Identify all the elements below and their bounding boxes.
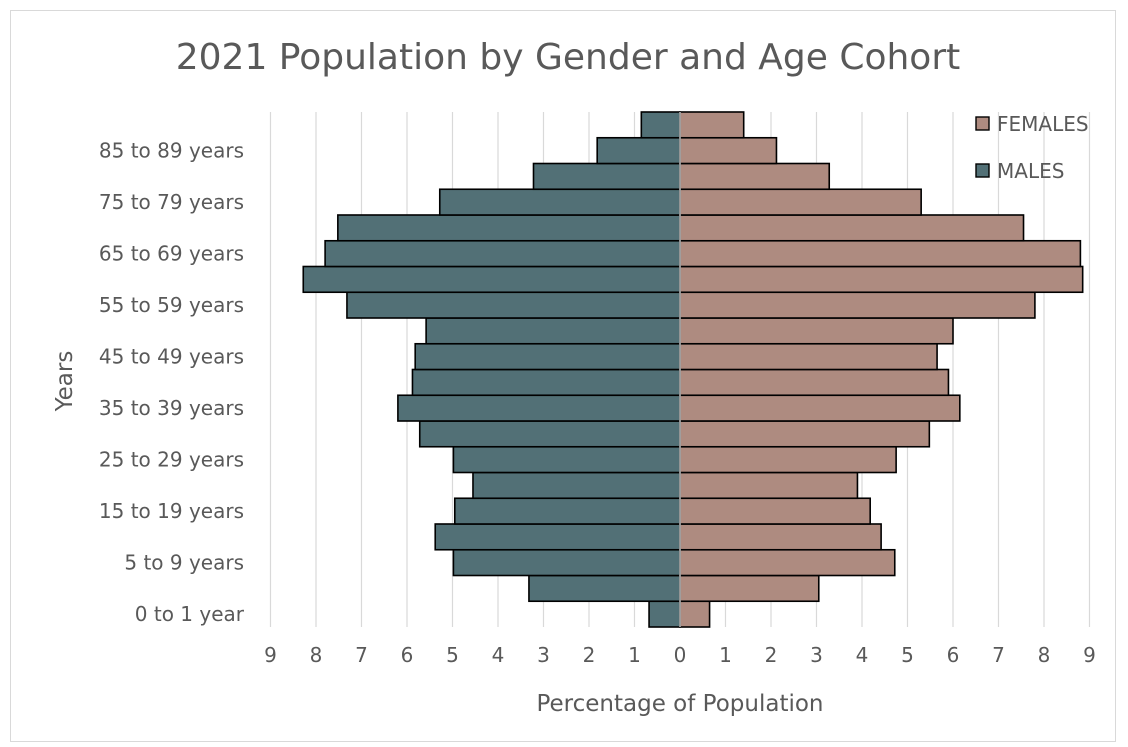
y-tick-label: 25 to 29 years bbox=[99, 448, 244, 472]
x-tick-label: 4 bbox=[492, 643, 505, 667]
bar-males bbox=[425, 317, 681, 345]
chart-title: 2021 Population by Gender and Age Cohort bbox=[176, 37, 961, 78]
legend-swatch bbox=[975, 163, 990, 178]
population-pyramid-chart: 9 8 7 6 5 4 3 2 1 0 1 2 3 4 5 6 7 8 9 0 to 1 year 5 to 9 yea… bbox=[52, 37, 1096, 717]
bar-males bbox=[453, 497, 681, 525]
bar-females bbox=[679, 239, 1082, 268]
x-tick-label: 1 bbox=[628, 643, 641, 667]
bar-males bbox=[452, 445, 681, 474]
x-tick-label: 8 bbox=[1038, 643, 1051, 667]
x-axis-title: Percentage of Population bbox=[536, 691, 823, 717]
bar-males bbox=[324, 239, 681, 268]
bar-females bbox=[679, 214, 1025, 242]
x-tick-label: 7 bbox=[355, 643, 368, 667]
chart-frame: 9 8 7 6 5 4 3 2 1 0 1 2 3 4 5 6 7 8 9 0 to 1 year 5 to 9 yea… bbox=[10, 10, 1116, 742]
bar-females bbox=[679, 368, 950, 397]
bar-females bbox=[679, 394, 961, 422]
x-tick-label: 9 bbox=[1083, 643, 1096, 667]
y-tick-label: 75 to 79 years bbox=[99, 190, 244, 214]
x-tick-label: 3 bbox=[537, 643, 550, 667]
legend: FEMALES MALES bbox=[975, 112, 1089, 183]
bar-females bbox=[679, 136, 778, 165]
bar-females bbox=[679, 111, 745, 139]
bar-males bbox=[434, 523, 681, 551]
x-tick-label: 4 bbox=[856, 643, 869, 667]
x-tick-label: 0 bbox=[674, 643, 687, 667]
bar-males bbox=[438, 188, 681, 216]
bar-males bbox=[418, 420, 681, 448]
y-tick-label: 0 to 1 year bbox=[135, 602, 245, 626]
y-tick-label: 65 to 69 years bbox=[99, 242, 244, 266]
y-tick-label: 15 to 19 years bbox=[99, 499, 244, 523]
x-tick-label: 2 bbox=[765, 643, 778, 667]
bar-males bbox=[528, 574, 681, 603]
bar-females bbox=[679, 574, 820, 603]
bar-females bbox=[679, 471, 859, 500]
bar-females bbox=[679, 291, 1036, 319]
bar-females bbox=[679, 548, 896, 577]
legend-swatch bbox=[975, 116, 990, 131]
legend-label: FEMALES bbox=[997, 112, 1089, 136]
bar-females bbox=[679, 162, 831, 191]
bar-males bbox=[346, 291, 681, 319]
x-tick-label: 6 bbox=[401, 643, 414, 667]
bar-females bbox=[679, 497, 871, 525]
bar-females bbox=[679, 600, 711, 628]
bar-females bbox=[679, 420, 931, 448]
bar-males bbox=[472, 471, 681, 500]
axis-layer: 9 8 7 6 5 4 3 2 1 0 1 2 3 4 5 6 7 8 9 0 to 1 year 5 to 9 yea… bbox=[99, 112, 1096, 667]
bar-females bbox=[679, 188, 922, 216]
x-tick-label: 7 bbox=[992, 643, 1005, 667]
x-tick-label: 8 bbox=[310, 643, 323, 667]
bar-males bbox=[648, 600, 681, 628]
bar-females bbox=[679, 445, 897, 474]
y-tick-label: 35 to 39 years bbox=[99, 396, 244, 420]
bar-males bbox=[337, 214, 681, 242]
bar-females bbox=[679, 265, 1084, 294]
x-tick-label: 6 bbox=[947, 643, 960, 667]
bar-males bbox=[411, 368, 681, 397]
bar-males bbox=[596, 136, 681, 165]
x-tick-label: 2 bbox=[583, 643, 596, 667]
bar-males bbox=[302, 265, 681, 294]
legend-label: MALES bbox=[997, 159, 1064, 183]
y-tick-label: 45 to 49 years bbox=[99, 345, 244, 369]
bar-males bbox=[414, 342, 681, 371]
bar-males bbox=[640, 111, 681, 139]
bar-females bbox=[679, 342, 938, 371]
bar-males bbox=[532, 162, 681, 191]
x-tick-label: 9 bbox=[264, 643, 277, 667]
bar-males bbox=[397, 394, 681, 422]
x-tick-label: 3 bbox=[810, 643, 823, 667]
x-tick-label: 5 bbox=[901, 643, 914, 667]
bars-layer bbox=[302, 111, 1084, 628]
y-tick-label: 5 to 9 years bbox=[124, 551, 244, 575]
y-axis-title: Years bbox=[52, 351, 78, 413]
x-tick-label: 5 bbox=[446, 643, 459, 667]
bar-females bbox=[679, 317, 954, 345]
bar-females bbox=[679, 523, 882, 551]
x-tick-label: 1 bbox=[719, 643, 732, 667]
y-tick-label: 85 to 89 years bbox=[99, 139, 244, 163]
bar-males bbox=[452, 548, 681, 577]
y-tick-label: 55 to 59 years bbox=[99, 293, 244, 317]
